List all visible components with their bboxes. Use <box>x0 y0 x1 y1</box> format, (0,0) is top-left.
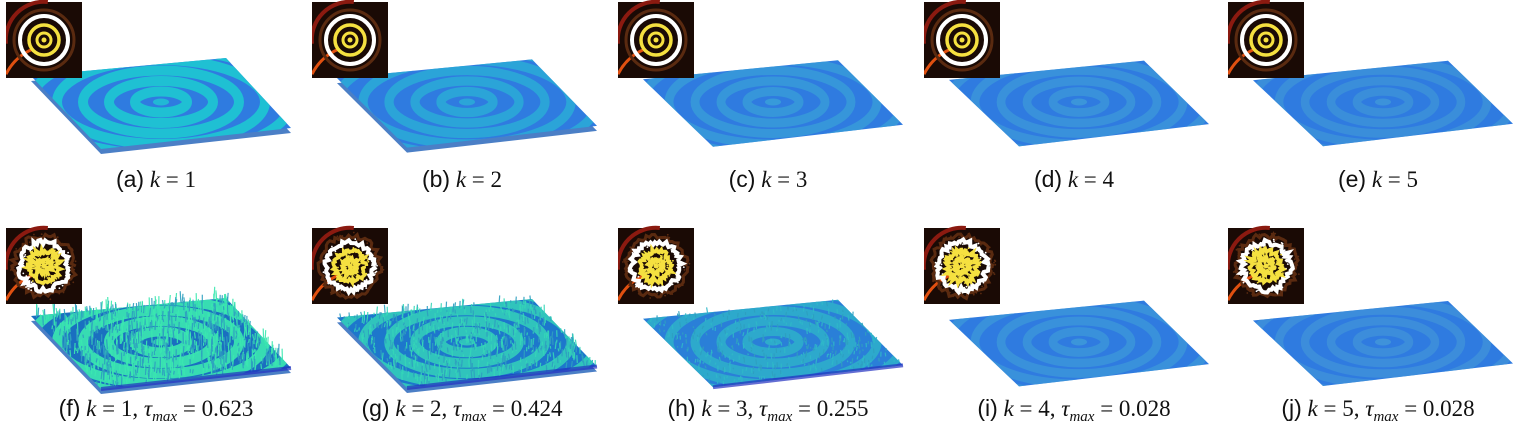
surface-plot <box>618 0 918 175</box>
k-symbol: k <box>1308 396 1318 421</box>
tau-subscript: max <box>1069 409 1094 425</box>
tau-value: 0.028 <box>1423 396 1475 421</box>
tau-value: 0.623 <box>202 396 254 421</box>
caption-j: (j) k = 5, τmax = 0.028 <box>1228 395 1528 426</box>
equals-sign: = <box>466 167 490 192</box>
inset-image <box>6 228 82 304</box>
caption-d: (d) k = 4 <box>924 166 1224 193</box>
surface-plot <box>312 0 612 175</box>
k-value: 4 <box>1103 167 1115 192</box>
tau-value: 0.424 <box>511 396 563 421</box>
k-value: 1 <box>121 396 133 421</box>
surface-plot <box>1228 222 1528 397</box>
tau-subscript: max <box>767 409 792 425</box>
inset-image <box>1228 228 1304 304</box>
tau-subscript: max <box>461 409 486 425</box>
panel-b: (b) k = 2 <box>312 0 612 212</box>
equals-sign: = <box>1014 396 1038 421</box>
inset-image <box>618 2 694 78</box>
panel-i: (i) k = 4, τmax = 0.028 <box>924 222 1224 434</box>
caption-label: (b) <box>422 166 450 192</box>
panel-g: (g) k = 2, τmax = 0.424 <box>312 222 612 434</box>
inset-image <box>6 2 82 78</box>
k-value: 3 <box>736 396 748 421</box>
equals-sign: = <box>160 167 184 192</box>
k-symbol: k <box>1004 396 1014 421</box>
inset-image <box>618 228 694 304</box>
k-value: 1 <box>185 167 197 192</box>
caption-i: (i) k = 4, τmax = 0.028 <box>924 395 1224 426</box>
surface-plot <box>618 222 918 397</box>
equals-sign: = <box>1094 396 1118 421</box>
equals-sign: = <box>406 396 430 421</box>
inset-image <box>312 228 388 304</box>
k-value: 5 <box>1407 167 1419 192</box>
k-symbol: k <box>701 396 711 421</box>
tau-symbol: τ <box>144 396 152 421</box>
surface-plot <box>924 0 1224 175</box>
caption-label: (h) <box>667 395 695 421</box>
tau-value: 0.028 <box>1119 396 1171 421</box>
caption-label: (f) <box>59 395 81 421</box>
caption-label: (g) <box>361 395 389 421</box>
caption-label: (i) <box>977 395 997 421</box>
panel-a: (a) k = 1 <box>6 0 306 212</box>
caption-g: (g) k = 2, τmax = 0.424 <box>312 395 612 426</box>
inset-image <box>924 2 1000 78</box>
caption-label: (e) <box>1338 166 1366 192</box>
surface-plot <box>6 222 306 397</box>
k-value: 4 <box>1038 396 1050 421</box>
equals-sign: = <box>177 396 201 421</box>
equals-sign: = <box>792 396 816 421</box>
caption-label: (c) <box>729 166 756 192</box>
surface-plot <box>924 222 1224 397</box>
caption-f: (f) k = 1, τmax = 0.623 <box>6 395 306 426</box>
k-symbol: k <box>86 396 96 421</box>
tau-value: 0.255 <box>817 396 869 421</box>
equals-sign: = <box>1078 167 1102 192</box>
k-symbol: k <box>761 167 771 192</box>
k-symbol: k <box>150 167 160 192</box>
k-symbol: k <box>395 396 405 421</box>
caption-h: (h) k = 3, τmax = 0.255 <box>618 395 918 426</box>
caption-b: (b) k = 2 <box>312 166 612 193</box>
k-value: 3 <box>796 167 808 192</box>
surface-plot <box>1228 0 1528 175</box>
equals-sign: = <box>96 396 120 421</box>
k-value: 5 <box>1342 396 1354 421</box>
panel-e: (e) k = 5 <box>1228 0 1528 212</box>
surface-plot <box>6 0 306 175</box>
panel-f: (f) k = 1, τmax = 0.623 <box>6 222 306 434</box>
equals-sign: = <box>1398 396 1422 421</box>
panel-d: (d) k = 4 <box>924 0 1224 212</box>
surface-plot <box>312 222 612 397</box>
equals-sign: = <box>1382 167 1406 192</box>
tau-subscript: max <box>152 409 177 425</box>
panel-c: (c) k = 3 <box>618 0 918 212</box>
panel-j: (j) k = 5, τmax = 0.028 <box>1228 222 1528 434</box>
equals-sign: = <box>771 167 795 192</box>
caption-c: (c) k = 3 <box>618 166 918 193</box>
k-symbol: k <box>1068 167 1078 192</box>
k-symbol: k <box>1372 167 1382 192</box>
equals-sign: = <box>486 396 510 421</box>
tau-subscript: max <box>1373 409 1398 425</box>
k-value: 2 <box>491 167 503 192</box>
panel-h: (h) k = 3, τmax = 0.255 <box>618 222 918 434</box>
caption-a: (a) k = 1 <box>6 166 306 193</box>
k-value: 2 <box>430 396 442 421</box>
k-symbol: k <box>456 167 466 192</box>
inset-image <box>1228 2 1304 78</box>
caption-label: (d) <box>1034 166 1062 192</box>
inset-image <box>312 2 388 78</box>
equals-sign: = <box>1318 396 1342 421</box>
equals-sign: = <box>712 396 736 421</box>
caption-label: (a) <box>116 166 144 192</box>
inset-image <box>924 228 1000 304</box>
caption-e: (e) k = 5 <box>1228 166 1528 193</box>
caption-label: (j) <box>1281 395 1301 421</box>
